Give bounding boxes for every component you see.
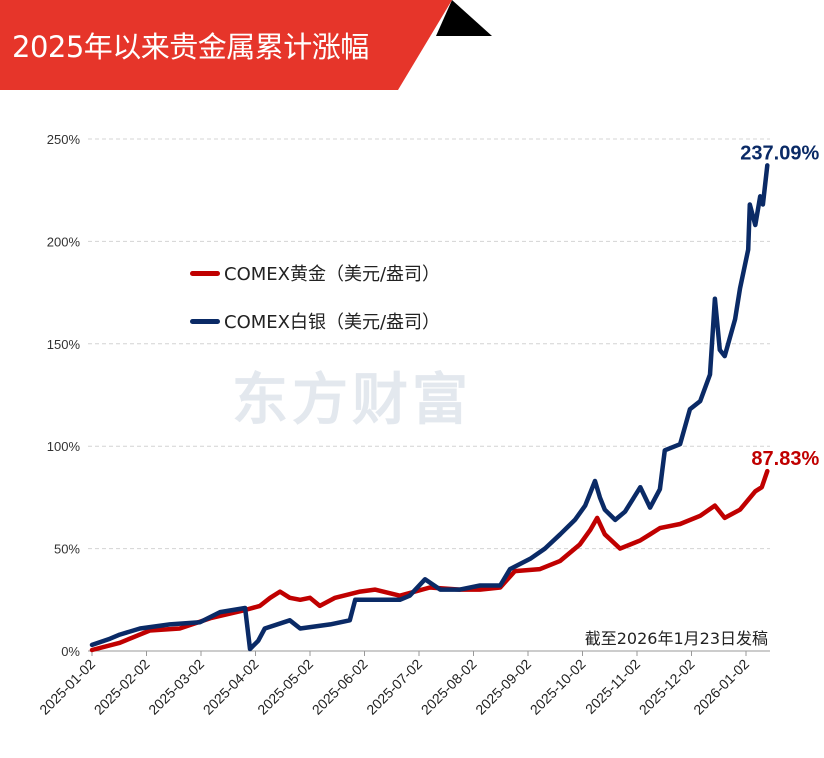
legend-label-gold: COMEX黄金（美元/盎司） [224,264,441,285]
x-tick-label: 2025-02-02 [91,656,153,718]
x-tick-label: 2025-08-02 [418,656,480,718]
silver-end-label: 237.09% [740,142,819,164]
gold-series-line [89,468,770,653]
legend-item-silver: COMEX白银（美元/盎司） [190,308,440,334]
y-tick-label: 200% [47,234,81,249]
x-tick-label: 2025-01-02 [36,656,98,718]
x-tick-label: 2025-09-02 [472,656,534,718]
x-tick-label: 2025-12-02 [636,656,698,718]
y-tick-label: 250% [47,132,81,147]
y-tick-label: 100% [47,439,81,454]
x-tick-label: 2025-03-02 [145,656,207,718]
watermark: 东方财富 [232,368,472,433]
x-tick-label: 2025-10-02 [527,656,589,718]
x-tick-label: 2025-04-02 [200,656,262,718]
x-tick-label: 2026-01-02 [690,656,752,718]
silver-series-line [89,163,770,652]
x-tick-label: 2025-06-02 [309,656,371,718]
y-tick-label: 0% [61,644,80,659]
y-tick-label: 50% [54,542,80,557]
legend-swatch-gold [190,270,220,276]
x-tick-label: 2025-11-02 [582,656,643,717]
y-tick-label: 150% [47,337,81,352]
banner-red-ribbon [0,0,452,90]
x-tick-label: 2025-05-02 [254,656,316,718]
gold-end-label: 87.83% [751,448,819,470]
legend-item-gold: COMEX黄金（美元/盎司） [190,260,440,286]
x-tick-label: 2025-07-02 [363,656,425,718]
title-banner [0,0,492,90]
chart-title: 2025年以来贵金属累计涨幅 [12,30,369,64]
as-of-note: 截至2026年1月23日发稿 [584,629,768,648]
legend-swatch-silver [190,318,220,324]
legend-label-silver: COMEX白银（美元/盎司） [224,312,441,333]
banner-black-triangle [436,0,492,36]
